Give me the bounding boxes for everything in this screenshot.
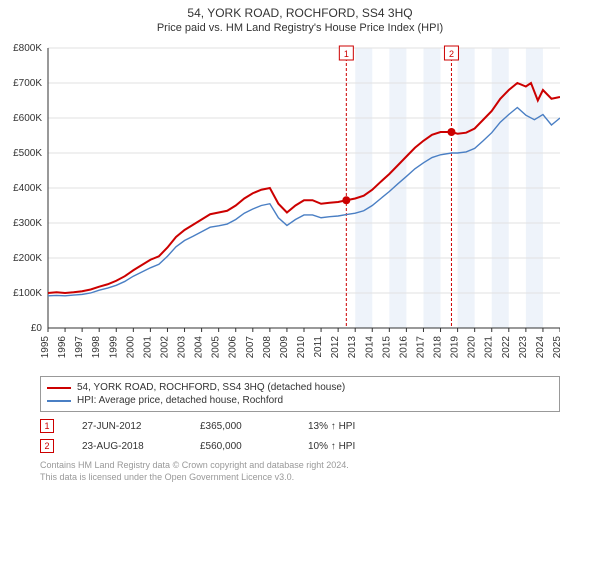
- svg-text:1996: 1996: [57, 336, 68, 359]
- svg-text:2011: 2011: [313, 336, 324, 358]
- legend-swatch: [47, 400, 71, 402]
- attribution: Contains HM Land Registry data © Crown c…: [40, 460, 560, 483]
- legend: 54, YORK ROAD, ROCHFORD, SS4 3HQ (detach…: [40, 376, 560, 412]
- svg-text:2015: 2015: [381, 336, 392, 359]
- svg-text:2000: 2000: [125, 336, 136, 359]
- svg-text:£500K: £500K: [13, 148, 42, 159]
- attribution-line: This data is licensed under the Open Gov…: [40, 472, 560, 484]
- svg-text:2019: 2019: [450, 336, 461, 359]
- tx-date: 27-JUN-2012: [82, 421, 172, 432]
- svg-text:1998: 1998: [91, 336, 102, 359]
- attribution-line: Contains HM Land Registry data © Crown c…: [40, 460, 560, 472]
- svg-text:2016: 2016: [398, 336, 409, 359]
- svg-text:2008: 2008: [262, 336, 273, 359]
- svg-text:2022: 2022: [501, 336, 512, 359]
- page-title: 54, YORK ROAD, ROCHFORD, SS4 3HQ: [0, 6, 600, 20]
- svg-text:2023: 2023: [518, 336, 529, 359]
- svg-text:2: 2: [449, 49, 454, 59]
- svg-text:1: 1: [344, 49, 349, 59]
- svg-text:£0: £0: [31, 323, 43, 334]
- svg-text:£300K: £300K: [13, 218, 42, 229]
- tx-delta: 13% ↑ HPI: [308, 421, 355, 432]
- tx-price: £560,000: [200, 441, 280, 452]
- svg-text:2006: 2006: [228, 336, 239, 359]
- svg-text:£700K: £700K: [13, 78, 42, 89]
- tx-date: 23-AUG-2018: [82, 441, 172, 452]
- svg-text:2007: 2007: [245, 336, 256, 359]
- svg-text:2005: 2005: [211, 336, 222, 359]
- svg-text:1999: 1999: [108, 336, 119, 359]
- table-row: 2 23-AUG-2018 £560,000 10% ↑ HPI: [40, 436, 560, 456]
- svg-text:2021: 2021: [484, 336, 495, 359]
- svg-text:2014: 2014: [364, 336, 375, 359]
- svg-text:1995: 1995: [40, 336, 51, 359]
- svg-text:2012: 2012: [330, 336, 341, 359]
- svg-text:2009: 2009: [279, 336, 290, 359]
- svg-text:£200K: £200K: [13, 253, 42, 264]
- page-subtitle: Price paid vs. HM Land Registry's House …: [0, 22, 600, 34]
- legend-item: 54, YORK ROAD, ROCHFORD, SS4 3HQ (detach…: [47, 381, 553, 394]
- tx-delta: 10% ↑ HPI: [308, 441, 355, 452]
- svg-text:£600K: £600K: [13, 113, 42, 124]
- legend-swatch: [47, 387, 71, 389]
- price-chart: £0 £100K £200K £300K £400K £500K £600K £700K £80…: [0, 40, 560, 370]
- svg-text:£400K: £400K: [13, 183, 42, 194]
- svg-text:2017: 2017: [415, 336, 426, 359]
- svg-text:2013: 2013: [347, 336, 358, 359]
- chart-container: £0 £100K £200K £300K £400K £500K £600K £700K £80…: [0, 40, 600, 370]
- transactions-table: 1 27-JUN-2012 £365,000 13% ↑ HPI 2 23-AU…: [40, 416, 560, 456]
- tx-marker: 2: [40, 439, 54, 453]
- svg-text:£800K: £800K: [13, 43, 42, 54]
- svg-text:2001: 2001: [142, 336, 153, 359]
- svg-text:2003: 2003: [177, 336, 188, 359]
- svg-text:2018: 2018: [433, 336, 444, 359]
- svg-text:2025: 2025: [552, 336, 560, 359]
- svg-text:2004: 2004: [194, 336, 205, 359]
- svg-text:2010: 2010: [296, 336, 307, 359]
- tx-price: £365,000: [200, 421, 280, 432]
- legend-label: HPI: Average price, detached house, Roch…: [77, 395, 283, 406]
- svg-text:2002: 2002: [159, 336, 170, 359]
- svg-text:2020: 2020: [467, 336, 478, 359]
- table-row: 1 27-JUN-2012 £365,000 13% ↑ HPI: [40, 416, 560, 436]
- svg-text:1997: 1997: [74, 336, 85, 359]
- tx-marker: 1: [40, 419, 54, 433]
- legend-item: HPI: Average price, detached house, Roch…: [47, 394, 553, 407]
- legend-label: 54, YORK ROAD, ROCHFORD, SS4 3HQ (detach…: [77, 382, 345, 393]
- svg-text:2024: 2024: [535, 336, 546, 359]
- svg-text:£100K: £100K: [13, 288, 42, 299]
